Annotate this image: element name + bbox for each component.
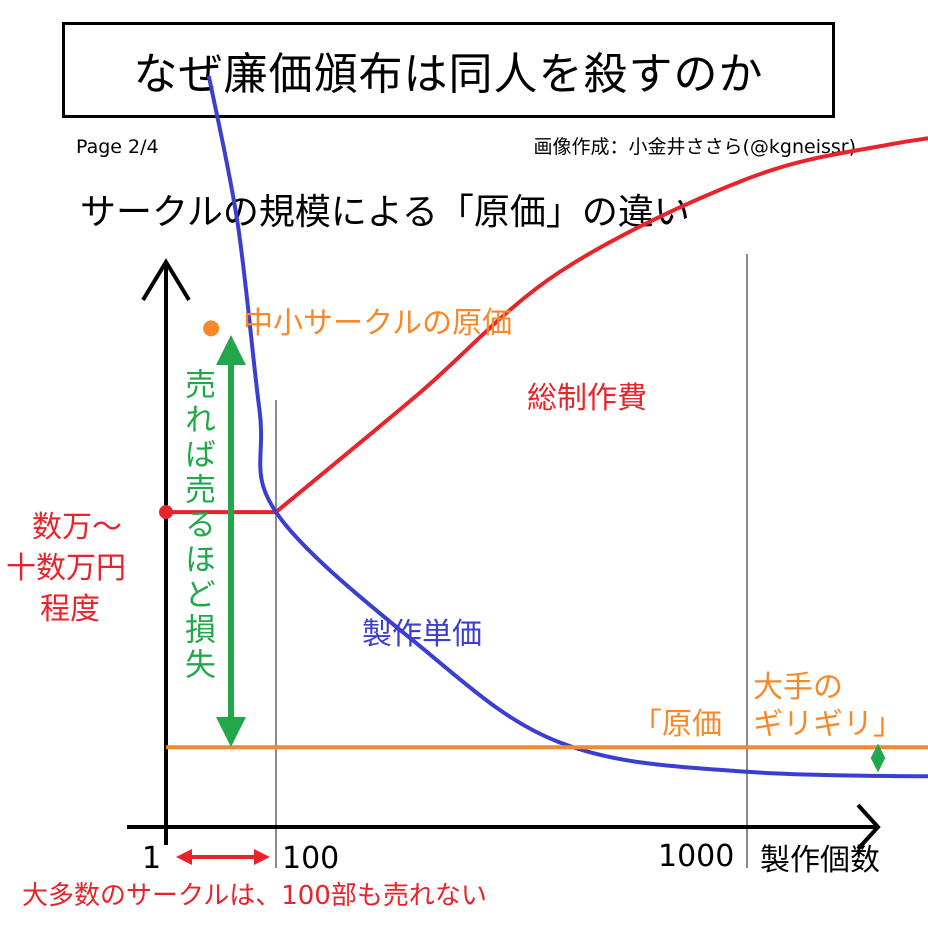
under-100-note: 大多数のサークルは、100部も売れない [22, 881, 487, 911]
x-tick-label-100: 100 [282, 841, 339, 876]
page-number: Page 2/4 [76, 136, 159, 158]
series-line-total-cost [166, 136, 928, 515]
cost-level-point [159, 505, 173, 520]
main-title: なぜ廉価頒布は同人を殺すのか [62, 22, 835, 118]
y-axis-arrowhead [141, 258, 191, 302]
chart-subtitle: サークルの規模による「原価」の違い [80, 192, 690, 233]
total-cost-label: 総制作費 [527, 381, 647, 416]
x-axis-arrowhead [856, 803, 881, 851]
major-cost-label-2: 「原価 [632, 707, 722, 742]
small-circle-cost-point [203, 320, 220, 337]
image-credit: 画像作成：小金井ささら(@kgneissr) [533, 136, 856, 158]
cost-level-label-1: 数万～ [32, 510, 122, 545]
major-cost-label-3: ギリギリ」 [753, 707, 903, 742]
major-cost-label-1: 大手の [753, 670, 843, 705]
small-circle-cost-label: 中小サークルの原価 [243, 306, 512, 341]
loss-text: 売れば売るほど損失 [179, 368, 216, 683]
cost-level-label-2: 十数万円 [6, 551, 126, 586]
series-line-unit-cost [206, 75, 928, 779]
x-tick-label-1: 1 [142, 841, 161, 876]
cost-level-label-3: 程度 [40, 592, 100, 627]
unit-cost-label: 製作単価 [362, 617, 482, 652]
x-tick-label-1000: 1000 [658, 839, 734, 874]
x-axis-label: 製作個数 [760, 843, 880, 878]
